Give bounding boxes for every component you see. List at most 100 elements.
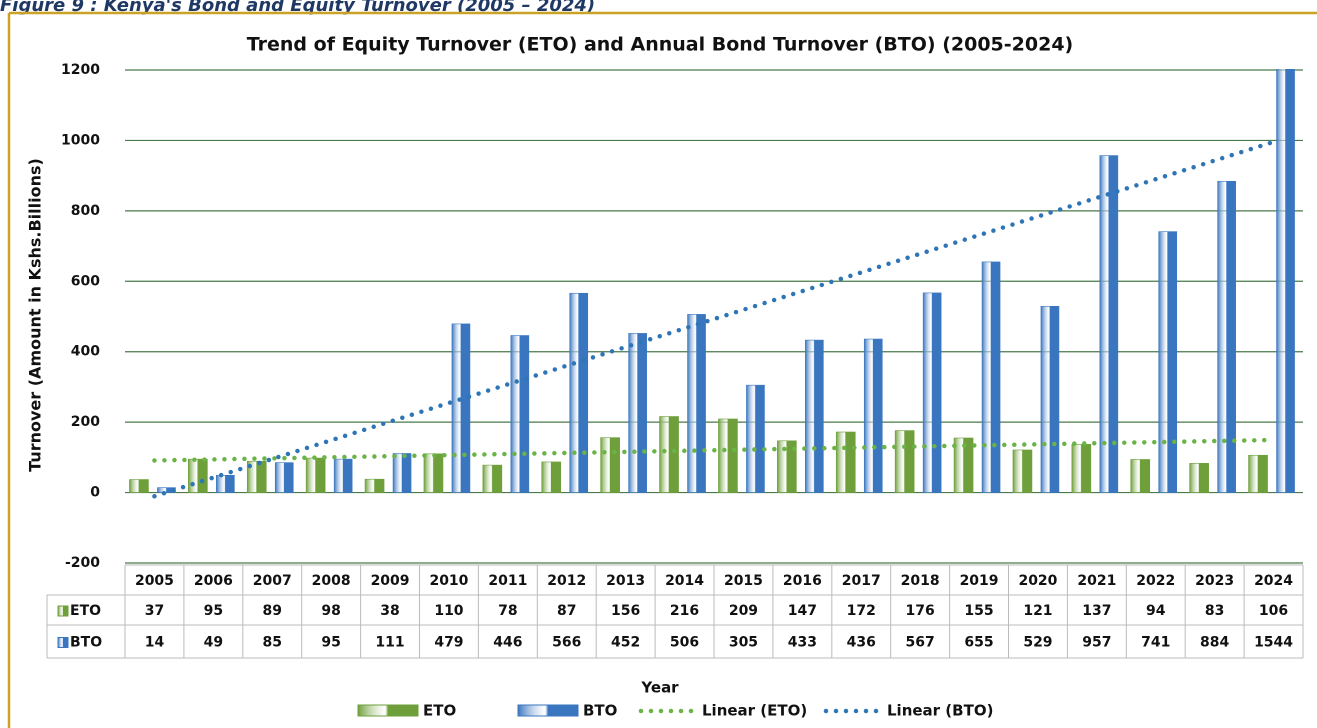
table-value: 172 bbox=[847, 603, 876, 619]
legend-label: BTO bbox=[583, 702, 617, 720]
bar bbox=[1276, 69, 1295, 493]
y-tick-label: 600 bbox=[71, 273, 100, 289]
bar bbox=[659, 416, 679, 493]
bar bbox=[246, 460, 267, 493]
table-value: 567 bbox=[906, 635, 935, 651]
x-tick-label: 2014 bbox=[665, 573, 704, 589]
x-tick-label: 2020 bbox=[1018, 573, 1057, 589]
x-tick-label: 2023 bbox=[1195, 573, 1234, 589]
bar bbox=[777, 440, 797, 493]
bar bbox=[718, 418, 738, 493]
x-tick-label: 2016 bbox=[783, 573, 822, 589]
table-value: 38 bbox=[380, 603, 399, 619]
legend-key bbox=[517, 704, 579, 717]
bar bbox=[333, 458, 353, 493]
table-value: 506 bbox=[670, 635, 699, 651]
x-tick-label: 2021 bbox=[1077, 573, 1116, 589]
table-value: 121 bbox=[1023, 603, 1052, 619]
x-tick-label: 2005 bbox=[135, 573, 174, 589]
bar bbox=[1158, 231, 1178, 493]
y-tick-label: 1000 bbox=[61, 132, 100, 148]
bar bbox=[541, 461, 562, 493]
table-value: 37 bbox=[145, 603, 164, 619]
bar bbox=[1012, 449, 1033, 493]
table-legend-key bbox=[57, 637, 69, 648]
y-axis-label: Turnover (Amount in Kshs.Billions) bbox=[26, 158, 45, 472]
bar bbox=[1071, 444, 1092, 493]
bar bbox=[364, 478, 385, 493]
table-value: 87 bbox=[557, 603, 576, 619]
table-value: 78 bbox=[498, 603, 517, 619]
table-value: 1544 bbox=[1254, 635, 1293, 651]
table-value: 137 bbox=[1082, 603, 1111, 619]
table-value: 98 bbox=[321, 603, 340, 619]
bar bbox=[423, 453, 444, 493]
x-tick-label: 2012 bbox=[547, 573, 586, 589]
y-tick-label: 1200 bbox=[61, 62, 100, 78]
bar bbox=[894, 430, 915, 493]
x-tick-label: 2024 bbox=[1254, 573, 1293, 589]
trendline bbox=[152, 437, 1276, 463]
table-value: 111 bbox=[375, 635, 404, 651]
bar bbox=[482, 464, 503, 493]
bar bbox=[835, 431, 856, 493]
table-value: 655 bbox=[964, 635, 993, 651]
bar bbox=[953, 437, 974, 493]
legend-label: Linear (BTO) bbox=[887, 702, 993, 720]
bar bbox=[628, 333, 647, 493]
bar bbox=[1217, 180, 1236, 493]
table-value: 884 bbox=[1200, 635, 1229, 651]
table-value: 957 bbox=[1082, 635, 1111, 651]
plot-area bbox=[129, 69, 1295, 499]
x-tick-label: 2007 bbox=[253, 573, 292, 589]
table-value: 479 bbox=[434, 635, 463, 651]
legend-label: ETO bbox=[423, 702, 456, 720]
table-value: 147 bbox=[788, 603, 817, 619]
table-value: 49 bbox=[204, 635, 223, 651]
bar bbox=[274, 462, 294, 493]
bar bbox=[981, 261, 1001, 493]
table-value: 529 bbox=[1023, 635, 1052, 651]
table-value: 176 bbox=[906, 603, 935, 619]
bar bbox=[129, 479, 149, 493]
table-value: 452 bbox=[611, 635, 640, 651]
legend-label: Linear (ETO) bbox=[702, 702, 807, 720]
table-series-name: BTO bbox=[70, 635, 102, 651]
table-value: 305 bbox=[729, 635, 758, 651]
y-tick-label: 400 bbox=[71, 344, 100, 360]
table-value: 14 bbox=[145, 635, 165, 651]
table-value: 156 bbox=[611, 603, 640, 619]
bar bbox=[805, 339, 824, 493]
bar bbox=[863, 338, 883, 493]
table-value: 433 bbox=[788, 635, 817, 651]
table-value: 741 bbox=[1141, 635, 1170, 651]
table-value: 83 bbox=[1205, 603, 1224, 619]
table-legend-key bbox=[57, 605, 69, 617]
table-value: 110 bbox=[434, 603, 463, 619]
table-value: 436 bbox=[847, 635, 876, 651]
table-value: 209 bbox=[729, 603, 758, 619]
x-tick-label: 2009 bbox=[371, 573, 410, 589]
bar bbox=[1040, 305, 1060, 493]
x-tick-label: 2017 bbox=[842, 573, 881, 589]
bar bbox=[216, 475, 235, 493]
bar bbox=[392, 453, 412, 493]
bar bbox=[600, 437, 620, 493]
table-value: 95 bbox=[204, 603, 223, 619]
table-value: 89 bbox=[263, 603, 282, 619]
y-tick-label: 200 bbox=[71, 414, 100, 430]
bar bbox=[922, 292, 942, 493]
x-tick-label: 2010 bbox=[429, 573, 468, 589]
legend-key bbox=[357, 704, 419, 717]
chart-title: Trend of Equity Turnover (ETO) and Annua… bbox=[247, 34, 1073, 56]
x-tick-label: 2015 bbox=[724, 573, 763, 589]
table-value: 446 bbox=[493, 635, 522, 651]
x-tick-label: 2019 bbox=[960, 573, 999, 589]
x-tick-label: 2008 bbox=[312, 573, 351, 589]
bar bbox=[1099, 155, 1119, 493]
y-tick-label: 0 bbox=[90, 485, 100, 501]
x-tick-label: 2011 bbox=[488, 573, 527, 589]
table-value: 94 bbox=[1146, 603, 1166, 619]
x-tick-label: 2013 bbox=[606, 573, 645, 589]
